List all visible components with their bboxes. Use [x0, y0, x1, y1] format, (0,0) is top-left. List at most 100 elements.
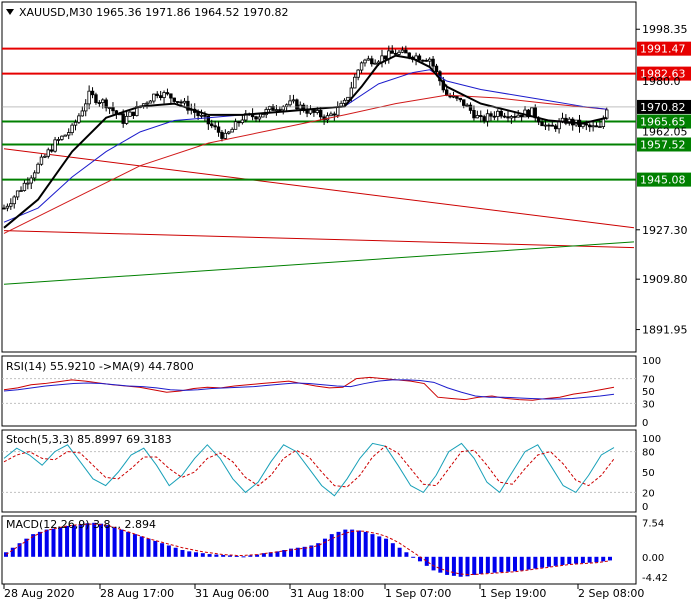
macd-bar — [465, 556, 470, 577]
macd-bar — [37, 531, 42, 557]
candle-body — [506, 116, 510, 119]
rsi-panel-frame — [1, 355, 637, 427]
candle-body — [233, 121, 238, 130]
macd-bar — [553, 556, 558, 566]
candle-body — [315, 110, 319, 113]
candle-body — [46, 149, 50, 157]
macd-bar — [119, 529, 124, 557]
candle-body — [67, 132, 71, 136]
candle-body — [261, 114, 265, 118]
macd-bar — [356, 530, 361, 557]
macd-bar — [560, 556, 565, 565]
candle-body — [196, 112, 200, 117]
rsi-plot[interactable] — [2, 376, 636, 404]
macd-bar — [146, 538, 151, 557]
candle-body — [489, 113, 493, 117]
stoch-tick-4: 0 — [642, 502, 648, 513]
candle-body — [492, 115, 497, 118]
candle-body — [271, 106, 275, 111]
candle-body — [278, 109, 282, 111]
macd-bar — [289, 548, 294, 557]
macd-bar — [431, 556, 436, 571]
candle-body — [404, 49, 408, 54]
candle-body — [87, 90, 91, 105]
level-tag-3 — [637, 137, 691, 152]
macd-bar — [221, 554, 226, 557]
macd-bar — [492, 556, 497, 573]
candle-body — [220, 131, 224, 139]
current-price-tag — [637, 99, 691, 114]
x-tick-label-2: 31 Aug 06:00 — [195, 587, 269, 600]
candle-body — [90, 90, 95, 96]
level-label-3: 1957.52 — [640, 138, 686, 151]
macd-bar — [248, 555, 253, 557]
candle-body — [325, 115, 330, 121]
candle-body — [462, 99, 466, 106]
macd-bar — [580, 556, 585, 564]
candle-body — [319, 110, 323, 118]
candle-body — [152, 93, 156, 102]
candle-body — [148, 100, 153, 104]
stoch-header: Stoch(5,3,3) 85.8997 69.3183 — [6, 433, 172, 446]
macd-bar — [234, 555, 239, 557]
candle-body — [158, 95, 163, 99]
candle-body — [254, 116, 258, 120]
candle-body — [111, 107, 115, 112]
macd-bar — [132, 534, 137, 557]
level-label-1: 1982.63 — [640, 68, 686, 81]
candle-body — [124, 115, 129, 124]
candle-body — [516, 114, 520, 118]
macd-bar — [309, 545, 314, 557]
macd-bar — [601, 556, 606, 562]
stoch-tick-0: 100 — [642, 434, 661, 445]
candle-body — [424, 59, 428, 62]
candle-body — [26, 182, 30, 185]
candle-body — [468, 104, 473, 111]
macd-bar — [112, 527, 117, 557]
macd-bar — [587, 556, 592, 563]
macd-bar — [207, 554, 212, 557]
candle-body — [499, 110, 503, 117]
macd-bar — [255, 554, 260, 557]
candle-body — [564, 117, 568, 124]
macd-bar — [71, 525, 76, 557]
rsi-header: RSI(14) 55.9210 ->MA(9) 44.7800 — [6, 360, 194, 373]
stoch-plot[interactable] — [2, 442, 636, 497]
y-tick-label-3: 1891.95 — [642, 324, 688, 337]
macd-bar — [214, 554, 219, 557]
main-price-plot[interactable] — [2, 45, 636, 285]
macd-bar — [506, 556, 511, 572]
macd-bar — [139, 536, 144, 557]
candle-body — [591, 125, 595, 128]
macd-bar — [397, 547, 402, 557]
candle-body — [288, 100, 292, 106]
candle-body — [397, 51, 401, 55]
rsi-ma-line — [3, 379, 615, 400]
candle-body — [216, 126, 221, 133]
candle-body — [53, 139, 57, 152]
candle-body — [400, 49, 405, 53]
symbol-dropdown-icon[interactable] — [6, 9, 14, 15]
y-tick-label-1: 1927.30 — [642, 224, 688, 237]
candle-body — [172, 97, 176, 102]
candle-body — [547, 124, 551, 127]
stoch-tick-1: 80 — [642, 448, 655, 459]
macd-bar — [350, 529, 355, 557]
level-tag-4 — [637, 172, 691, 187]
candle-body — [128, 111, 132, 117]
macd-bar — [390, 543, 395, 557]
macd-bar — [227, 555, 232, 557]
macd-bar — [92, 522, 97, 557]
candle-body — [281, 106, 285, 111]
candle-body — [199, 114, 204, 117]
trendline-2 — [3, 241, 635, 285]
candle-body — [2, 207, 6, 210]
x-tick-label-5: 1 Sep 19:00 — [480, 587, 546, 600]
candle-body — [56, 139, 61, 141]
candle-body — [237, 121, 241, 124]
macd-plot[interactable] — [4, 522, 612, 577]
macd-bar — [241, 556, 246, 558]
candle-body — [107, 107, 112, 109]
